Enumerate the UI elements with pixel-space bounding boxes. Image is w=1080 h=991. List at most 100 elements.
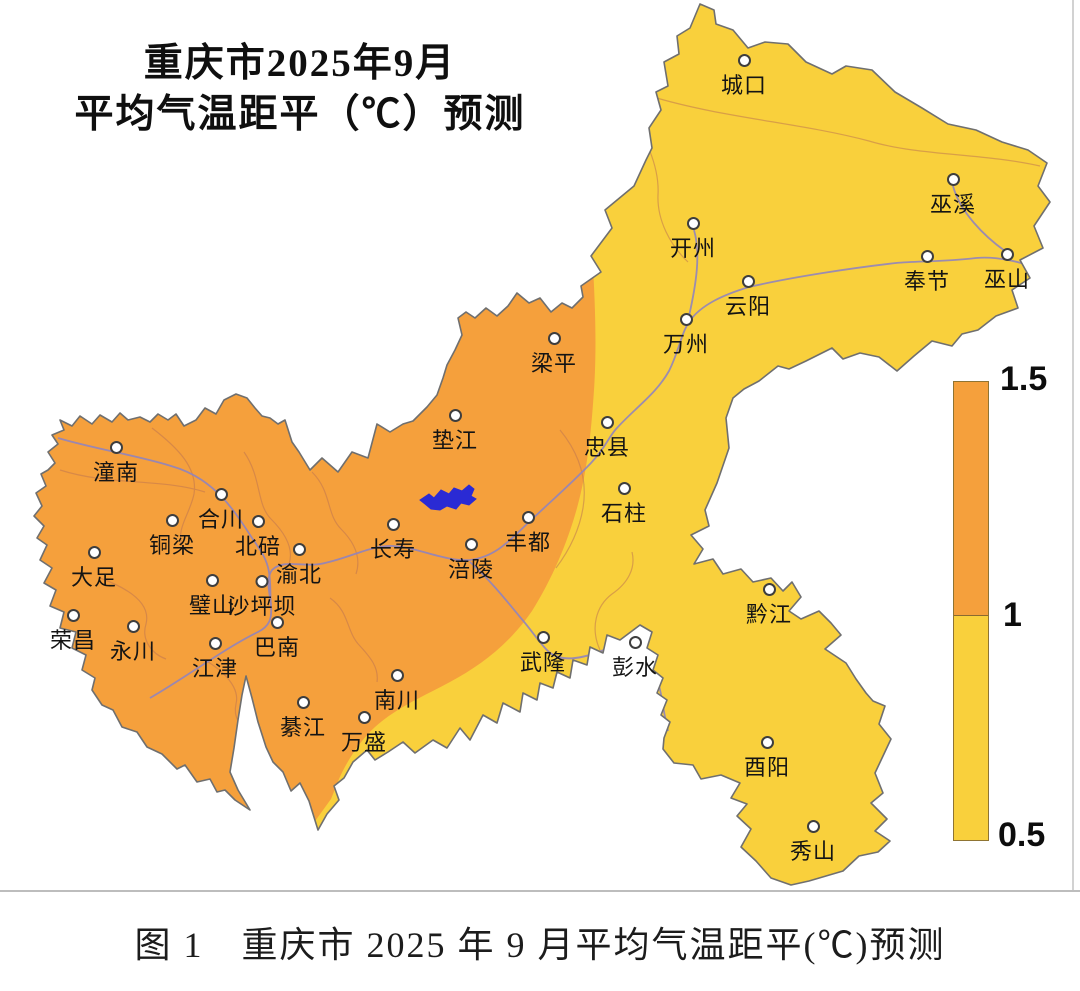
city-label: 彭水	[611, 655, 659, 680]
district-boundaries	[59, 89, 1041, 735]
city-label: 忠县	[583, 435, 631, 460]
city-dot	[255, 575, 269, 588]
legend-segment-lower	[954, 616, 988, 840]
city-marker: 垫江	[432, 409, 478, 455]
city-marker: 合川	[198, 488, 244, 534]
city-dot	[296, 696, 310, 709]
city-label: 奉节	[903, 269, 951, 294]
city-label: 永川	[109, 639, 157, 664]
city-marker: 长寿	[370, 518, 416, 564]
city-marker: 城口	[721, 54, 767, 100]
legend-tick-mid: 1	[1003, 596, 1022, 634]
jialing-river	[57, 437, 272, 606]
city-dot	[686, 217, 700, 230]
city-marker: 涪陵	[448, 538, 494, 584]
city-marker: 秀山	[790, 820, 836, 866]
city-label: 璧山	[188, 593, 236, 618]
city-label: 北碚	[234, 534, 282, 559]
city-dot	[806, 820, 820, 833]
figure-caption: 图 1 重庆市 2025 年 9 月平均气温距平(℃)预测	[134, 925, 946, 965]
city-label: 云阳	[724, 294, 772, 319]
city-dot	[214, 488, 228, 501]
city-label: 黔江	[745, 602, 793, 627]
city-dot	[109, 441, 123, 454]
city-marker: 大足	[71, 546, 117, 592]
city-label: 开州	[669, 236, 717, 261]
city-dot	[617, 482, 631, 495]
city-marker: 黔江	[746, 583, 792, 629]
city-dot	[600, 416, 614, 429]
city-dot	[1000, 248, 1014, 261]
city-label: 丰都	[504, 530, 552, 555]
city-label: 江津	[191, 656, 239, 681]
city-dot	[292, 543, 306, 556]
city-marker: 永川	[110, 620, 156, 666]
city-label: 梁平	[530, 351, 578, 376]
city-label: 沙坪坝	[227, 594, 297, 619]
legend-colorbar	[953, 381, 989, 841]
city-marker: 彭水	[612, 636, 658, 682]
city-marker: 渝北	[276, 543, 322, 589]
city-marker: 沙坪坝	[227, 575, 296, 621]
city-dot	[628, 636, 642, 649]
city-label: 荣昌	[49, 628, 97, 653]
city-label: 城口	[720, 73, 768, 98]
city-label: 大足	[70, 565, 118, 590]
yangtze-river	[149, 256, 1043, 699]
lake	[419, 484, 477, 511]
city-dot	[521, 511, 535, 524]
city-label: 武隆	[519, 650, 567, 675]
city-layer: 城口 巫溪 开州 奉节 巫山 云阳 万州 梁平 垫江 忠县 石柱 丰都 涪陵 潼南 合川 铜梁 北碚 大足 渝北 长寿…	[50, 54, 1030, 866]
city-marker: 巫溪	[930, 173, 976, 219]
city-dot	[920, 250, 934, 263]
city-dot	[762, 583, 776, 596]
legend-tick-min: 0.5	[998, 816, 1046, 854]
city-marker: 云阳	[725, 275, 771, 321]
city-label: 万州	[662, 332, 710, 357]
city-label: 巫山	[983, 267, 1031, 292]
city-label: 巫溪	[929, 192, 977, 217]
city-label: 铜梁	[148, 533, 196, 558]
city-dot	[547, 332, 561, 345]
city-marker: 巫山	[984, 248, 1030, 294]
map-title: 重庆市2025年9月 平均气温距平（℃）预测	[30, 38, 570, 141]
city-dot	[386, 518, 400, 531]
horizontal-divider	[0, 890, 1080, 892]
city-dot	[390, 669, 404, 682]
city-marker: 忠县	[584, 416, 630, 462]
city-marker: 丰都	[505, 511, 551, 557]
city-label: 酉阳	[743, 755, 791, 780]
city-dot	[679, 313, 693, 326]
city-marker: 荣昌	[50, 609, 96, 655]
daning-river	[952, 185, 1006, 252]
legend-tick-max: 1.5	[1000, 360, 1048, 398]
city-label: 巴南	[253, 635, 301, 660]
city-marker: 潼南	[93, 441, 139, 487]
city-dot	[741, 275, 755, 288]
right-border-line	[1072, 0, 1074, 890]
city-label: 长寿	[369, 537, 417, 562]
city-marker: 开州	[670, 217, 716, 263]
city-marker: 酉阳	[744, 736, 790, 782]
map-title-line2: 平均气温距平（℃）预测	[74, 93, 526, 137]
city-marker: 奉节	[904, 250, 950, 296]
city-dot	[87, 546, 101, 559]
city-marker: 北碚	[235, 515, 281, 561]
municipality-outline	[33, 3, 1051, 886]
city-dot	[165, 514, 179, 527]
city-label: 南川	[373, 688, 421, 713]
city-label: 万盛	[340, 730, 388, 755]
city-dot	[251, 515, 265, 528]
city-marker: 武隆	[520, 631, 566, 677]
city-dot	[126, 620, 140, 633]
city-dot	[946, 173, 960, 186]
city-label: 合川	[197, 507, 245, 532]
city-label: 渝北	[275, 562, 323, 587]
city-dot	[66, 609, 80, 622]
xiaojiang-river	[688, 229, 699, 317]
city-dot	[357, 711, 371, 724]
city-marker: 江津	[192, 637, 238, 683]
city-marker: 璧山	[189, 574, 235, 620]
city-marker: 南川	[374, 669, 420, 715]
